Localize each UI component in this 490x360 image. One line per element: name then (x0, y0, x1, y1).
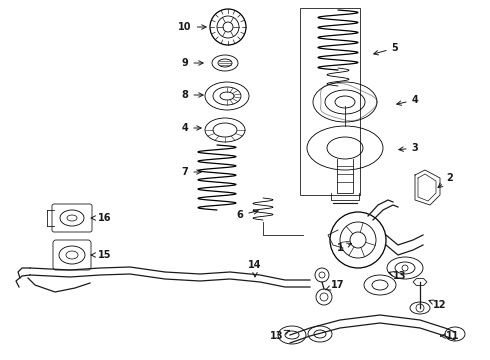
Text: 13: 13 (389, 271, 407, 281)
Text: 9: 9 (182, 58, 203, 68)
Text: 10: 10 (178, 22, 206, 32)
Text: 4: 4 (182, 123, 201, 133)
Text: 8: 8 (182, 90, 203, 100)
Text: 17: 17 (326, 280, 345, 290)
Text: 12: 12 (429, 300, 447, 310)
Text: 2: 2 (438, 173, 453, 188)
Text: 15: 15 (91, 250, 112, 260)
Text: 14: 14 (248, 260, 262, 277)
Text: 1: 1 (337, 243, 351, 253)
Text: 5: 5 (374, 43, 398, 55)
Text: 7: 7 (182, 167, 201, 177)
Text: 6: 6 (237, 210, 258, 220)
Text: 13: 13 (270, 330, 289, 341)
Text: 11: 11 (441, 331, 460, 341)
Bar (300, 8, 360, 195)
Text: 3: 3 (399, 143, 418, 153)
Text: 4: 4 (397, 95, 418, 105)
Text: 16: 16 (91, 213, 112, 223)
